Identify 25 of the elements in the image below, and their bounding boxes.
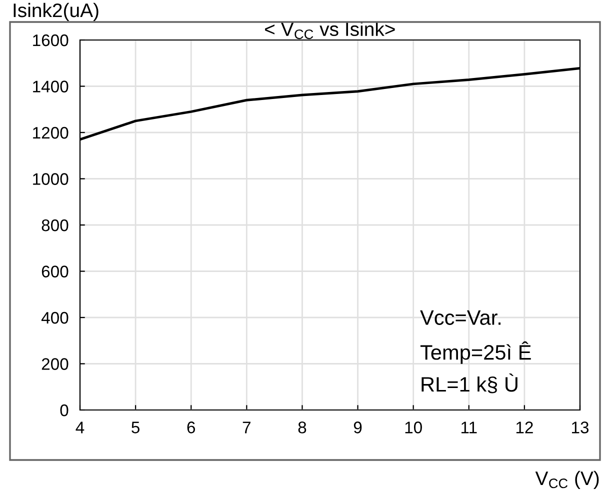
y-tick-label: 1200 (33, 126, 68, 139)
x-tick-label: 12 (516, 422, 533, 434)
x-tick-label: 11 (462, 422, 477, 434)
x-tick-label: 10 (405, 422, 422, 434)
annotation: Temp=25ì Ê (420, 341, 531, 364)
x-tick-label: 7 (242, 422, 250, 434)
x-tick-label: 13 (572, 422, 589, 434)
y-tick-label: 200 (42, 358, 68, 370)
x-tick-label: 5 (132, 422, 140, 434)
x-tick-label: 8 (298, 422, 306, 434)
y-tick-label: 1600 (33, 34, 68, 46)
y-tick-label: 0 (60, 404, 68, 416)
x-axis-title: V$_{CC}$ (V) (535, 470, 599, 489)
annotation: Vcc=Var. (420, 310, 501, 325)
y-tick-label: 800 (42, 219, 68, 232)
annotation: RL=1 k§ Ù (422, 373, 518, 394)
x-tick-label: 9 (354, 422, 362, 434)
y-tick-label: 400 (41, 312, 68, 324)
y-tick-label: 1400 (33, 80, 68, 92)
chart-title: < V$_{CC}$ vs Isink> (265, 22, 395, 40)
x-tick-label: 6 (187, 422, 196, 434)
x-tick-label: 4 (76, 422, 84, 434)
y-tick-label: 1000 (33, 173, 68, 185)
y-tick-label: 600 (42, 266, 68, 278)
y-axis-title: Isink2(uA) (14, 2, 98, 22)
